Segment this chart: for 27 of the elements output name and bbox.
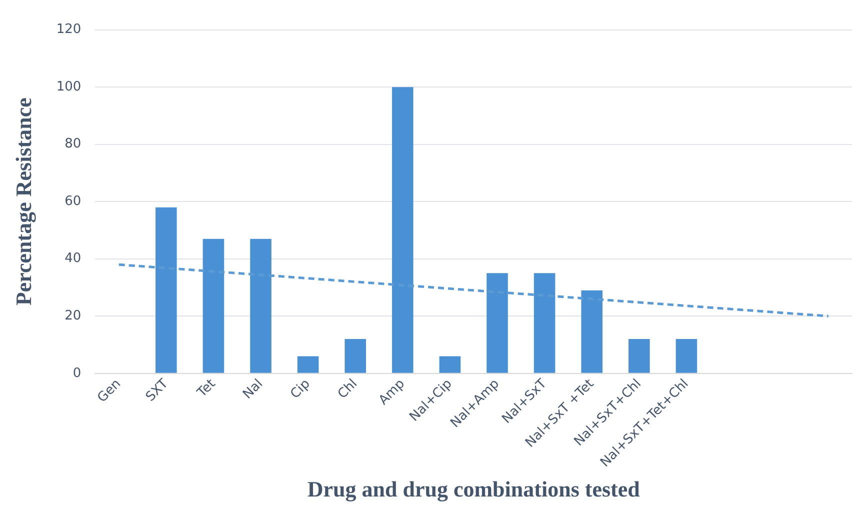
x-tick-label: Tet	[194, 376, 219, 402]
bar	[297, 356, 319, 373]
bar	[581, 290, 602, 373]
x-axis-title: Drug and drug combinations tested	[307, 476, 640, 502]
y-tick-label: 20	[64, 308, 82, 324]
x-tick-label: Chl	[335, 376, 361, 402]
bar	[534, 273, 556, 373]
bar	[250, 238, 272, 373]
y-tick-label: 120	[56, 22, 82, 38]
y-tick-label: 100	[56, 79, 82, 94]
bar	[392, 87, 414, 373]
bar	[344, 339, 366, 373]
x-tick-label: Cip	[288, 376, 314, 402]
bar	[628, 339, 650, 373]
bar	[676, 339, 698, 373]
bar	[486, 273, 508, 373]
bar	[202, 238, 224, 373]
bar	[156, 207, 177, 373]
x-tick-label: Gen	[94, 376, 124, 406]
y-axis-title: Percentage Resistance	[10, 97, 36, 306]
y-tick-label: 0	[72, 366, 82, 381]
x-tick-label: Nal	[240, 376, 266, 402]
y-tick-label: 40	[64, 251, 82, 266]
line-series	[118, 263, 830, 318]
y-tick-label: 60	[64, 194, 82, 209]
y-tick-label: 80	[64, 136, 82, 152]
bar	[439, 356, 461, 373]
